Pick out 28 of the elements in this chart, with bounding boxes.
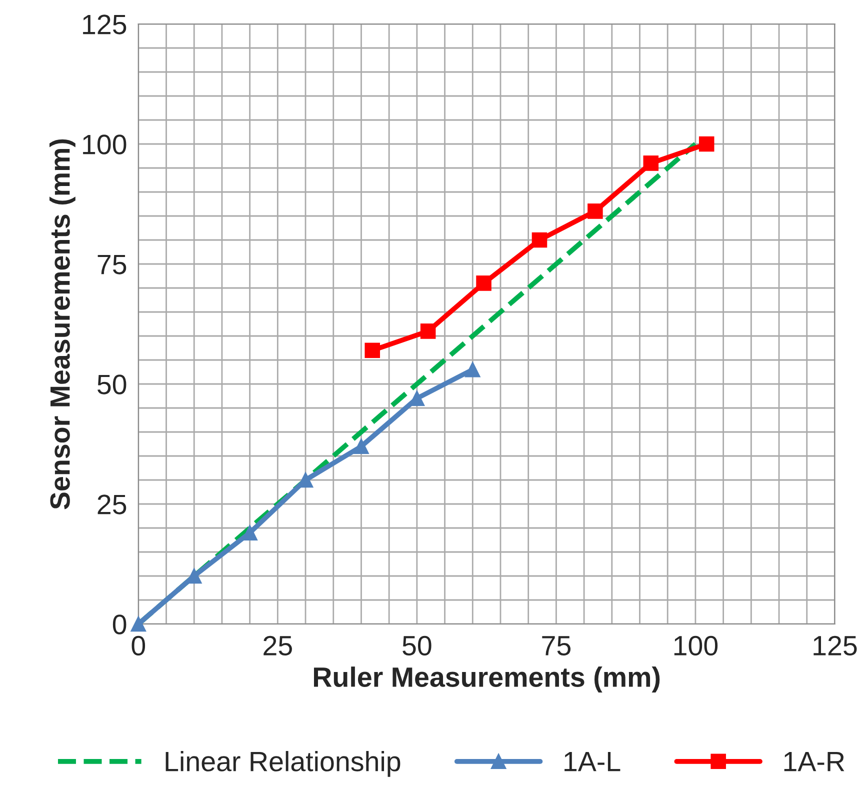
y-tick-label: 0 [112,614,126,634]
legend-label: 1A-R [784,752,844,772]
x-tick-label: 0 [132,636,146,656]
y-tick-label: 125 [83,14,126,34]
point [130,616,146,632]
point [354,438,369,454]
legend-label: 1A-L [564,752,620,772]
point [464,362,480,378]
point [588,204,603,219]
y-tick-label: 25 [98,494,126,514]
y-tick-label: 100 [83,134,126,154]
x-tick-label: 50 [402,636,432,656]
x-tick-label: 100 [674,636,718,656]
x-tick-label: 75 [542,636,570,656]
point [698,136,714,152]
y-axis-title: Sensor Measurements (mm) [50,139,76,510]
x-tick-label: 25 [264,636,292,656]
legend-label: Linear Relationship [166,751,400,777]
y-tick-label: 50 [98,374,126,394]
point [420,324,436,339]
x-axis-title: Ruler Measurements (mm) [314,666,660,692]
point [242,525,258,540]
point [364,342,380,358]
y-tick-label: 75 [98,254,126,274]
point [532,232,548,248]
point [476,276,492,291]
x-tick-label: 125 [814,636,857,656]
point [643,156,659,171]
